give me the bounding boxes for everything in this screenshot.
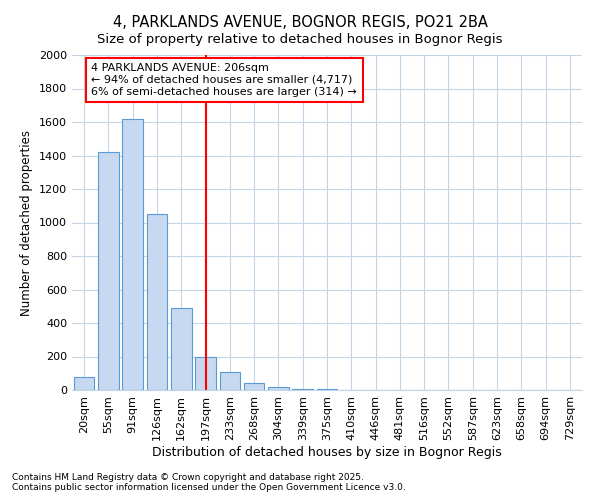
Bar: [98, 152, 119, 390]
X-axis label: Distribution of detached houses by size in Bognor Regis: Distribution of detached houses by size …: [152, 446, 502, 458]
Bar: [268, 386, 289, 390]
Bar: [292, 389, 313, 390]
Bar: [74, 376, 94, 390]
Bar: [244, 384, 265, 390]
Bar: [171, 308, 191, 390]
Y-axis label: Number of detached properties: Number of detached properties: [20, 130, 34, 316]
Bar: [146, 214, 167, 390]
Text: Contains HM Land Registry data © Crown copyright and database right 2025.
Contai: Contains HM Land Registry data © Crown c…: [12, 473, 406, 492]
Text: Size of property relative to detached houses in Bognor Regis: Size of property relative to detached ho…: [97, 32, 503, 46]
Text: 4 PARKLANDS AVENUE: 206sqm
← 94% of detached houses are smaller (4,717)
6% of se: 4 PARKLANDS AVENUE: 206sqm ← 94% of deta…: [91, 64, 357, 96]
Text: 4, PARKLANDS AVENUE, BOGNOR REGIS, PO21 2BA: 4, PARKLANDS AVENUE, BOGNOR REGIS, PO21 …: [113, 15, 487, 30]
Bar: [195, 356, 216, 390]
Bar: [220, 372, 240, 390]
Bar: [122, 118, 143, 390]
